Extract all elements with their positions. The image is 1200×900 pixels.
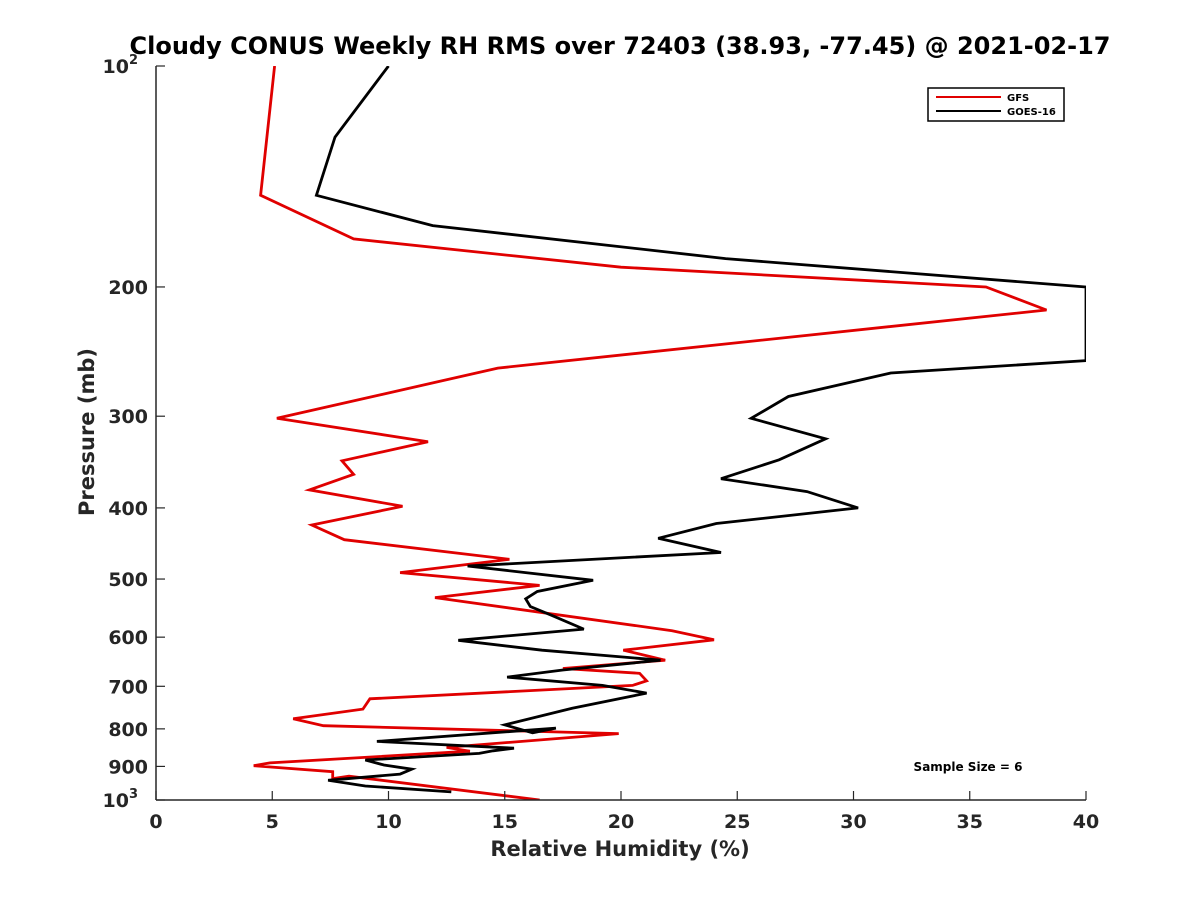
y-tick-label: 700 xyxy=(108,676,148,698)
x-tick-label: 30 xyxy=(840,811,866,833)
legend-label-gfs: GFS xyxy=(1007,93,1029,104)
y-tick-label: 400 xyxy=(108,498,148,520)
chart-title: Cloudy CONUS Weekly RH RMS over 72403 (3… xyxy=(130,32,1111,60)
x-tick-label: 25 xyxy=(724,811,750,833)
x-tick-label: 40 xyxy=(1073,811,1099,833)
y-tick-label: 500 xyxy=(108,569,148,591)
x-axis-label: Relative Humidity (%) xyxy=(490,837,749,861)
x-tick-label: 10 xyxy=(375,811,401,833)
y-tick-label: 103 xyxy=(103,787,139,812)
axes: 0 5 10 15 20 25 30 35 40 102 200 300 400 500 600 700 800… xyxy=(103,53,1100,833)
series-layer xyxy=(253,66,1086,800)
x-tick-label: 20 xyxy=(608,811,634,833)
y-tick-label: 800 xyxy=(108,719,148,741)
x-tick-label: 0 xyxy=(149,811,162,833)
series-line-goes16 xyxy=(314,66,1086,794)
x-tick-label: 5 xyxy=(266,811,279,833)
series-line-gfs xyxy=(253,66,1047,800)
legend-label-goes16: GOES-16 xyxy=(1007,107,1056,118)
y-tick-label: 300 xyxy=(108,406,148,428)
x-tick-label: 35 xyxy=(957,811,983,833)
y-tick-label: 200 xyxy=(108,277,148,299)
y-axis-label: Pressure (mb) xyxy=(75,348,99,516)
y-tick-label: 600 xyxy=(108,627,148,649)
legend-box xyxy=(927,87,1065,122)
x-tick-label: 15 xyxy=(492,811,518,833)
legend: GFS GOES-16 xyxy=(927,87,1065,122)
y-tick-label: 900 xyxy=(108,756,148,778)
sample-size-annotation: Sample Size = 6 xyxy=(914,760,1023,774)
y-tick-label: 102 xyxy=(103,53,139,78)
